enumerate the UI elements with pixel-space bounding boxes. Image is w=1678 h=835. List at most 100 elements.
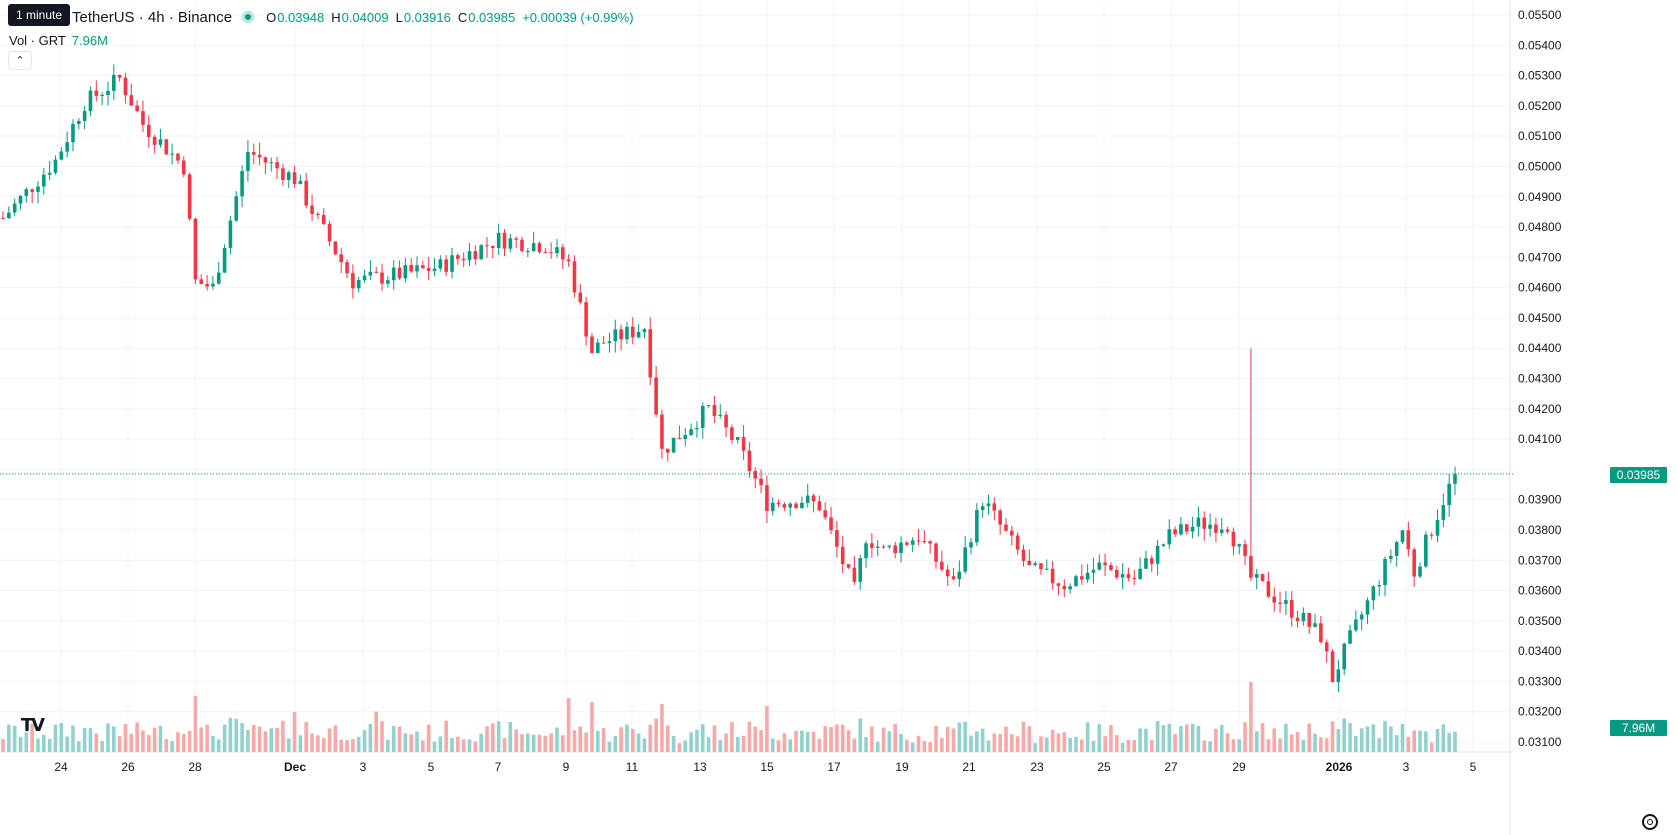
candle-body: [823, 510, 828, 518]
candle-body: [310, 205, 314, 214]
candle-body: [910, 540, 915, 545]
x-tick-label: 17: [827, 760, 841, 774]
volume-bar: [1079, 739, 1084, 752]
volume-bar: [619, 727, 623, 752]
candle-body: [362, 275, 367, 280]
candle-body: [1359, 614, 1364, 620]
volume-bar: [654, 718, 658, 752]
y-tick-label: 0.04800: [1518, 220, 1562, 234]
volume-bar: [543, 735, 548, 752]
candle-body: [549, 252, 553, 254]
volume-bar: [1313, 733, 1317, 752]
volume-bar: [1348, 722, 1352, 752]
volume-bar: [1074, 736, 1078, 752]
volume-bar: [321, 738, 326, 752]
volume-bar: [945, 726, 950, 752]
volume-bar: [415, 731, 419, 752]
volume-bar: [607, 741, 612, 752]
candle-body: [1208, 524, 1212, 529]
volume-bar: [176, 732, 180, 752]
candle-body: [811, 495, 816, 502]
volume-bar: [1289, 734, 1294, 752]
candle-body: [1225, 529, 1230, 532]
volume-bar: [391, 726, 396, 752]
candle-body: [1015, 535, 1020, 550]
volume-bar: [840, 724, 845, 752]
volume-bar: [823, 726, 828, 752]
market-status-icon[interactable]: [242, 11, 255, 23]
candle-body: [1120, 574, 1125, 578]
candle-body: [561, 247, 565, 260]
candle-body: [123, 77, 128, 96]
volume-bar: [1342, 718, 1347, 752]
volume-bar: [298, 735, 303, 752]
candle-body: [1219, 529, 1224, 533]
volume-bar: [1237, 739, 1242, 752]
candle-body: [1045, 568, 1049, 570]
candle-body: [1167, 529, 1172, 545]
candle-body: [426, 268, 431, 272]
volume-bar: [1354, 735, 1358, 752]
candle-body: [77, 120, 81, 124]
candle-body: [380, 272, 384, 284]
x-tick-label: 26: [121, 760, 135, 774]
candle-body: [409, 264, 413, 272]
volume-bar: [776, 740, 781, 752]
volume-bar: [1120, 742, 1125, 752]
volume-bar: [1045, 737, 1049, 752]
candle-body: [18, 195, 23, 204]
volume-bar: [496, 721, 501, 752]
volume-bar: [846, 730, 851, 752]
candle-body: [444, 259, 448, 272]
candle-body: [1004, 524, 1008, 531]
candle-body: [875, 546, 880, 548]
candle-body: [1010, 530, 1014, 536]
candle-body: [71, 123, 75, 143]
volume-bar: [485, 726, 489, 752]
volume-bar: [817, 738, 822, 752]
settings-gear-icon[interactable]: [1642, 814, 1658, 830]
candle-body: [1447, 483, 1451, 506]
candle-body: [630, 326, 635, 338]
volume-bar: [1190, 723, 1195, 752]
tradingview-logo-icon[interactable]: TV: [20, 714, 45, 736]
volume-bar: [1179, 725, 1183, 752]
y-tick-label: 0.04500: [1518, 311, 1562, 325]
candle-body: [450, 255, 454, 272]
volume-bar: [1231, 739, 1236, 752]
volume-bar: [625, 724, 629, 752]
x-tick-label: 5: [1470, 760, 1477, 774]
volume-bar: [30, 723, 34, 752]
volume-bar: [1161, 725, 1166, 752]
candle-body: [1284, 600, 1288, 604]
volume-bar: [94, 733, 99, 752]
candle-body: [1184, 524, 1189, 532]
candle-body: [12, 203, 17, 213]
volume-legend[interactable]: Vol · GRT 7.96M: [9, 33, 108, 48]
candle-body: [222, 247, 227, 273]
candle-body: [473, 251, 478, 260]
candle-body: [572, 261, 577, 293]
volume-label: Vol · GRT: [9, 33, 66, 48]
volume-bar: [829, 727, 833, 752]
collapse-legend-button[interactable]: ⌃: [8, 51, 32, 70]
y-tick-label: 0.03100: [1518, 735, 1562, 749]
volume-bar: [800, 730, 804, 752]
symbol-title[interactable]: TetherUS · 4h · Binance: [72, 8, 233, 26]
x-tick-label: 2026: [1326, 760, 1353, 774]
volume-bar: [980, 728, 985, 752]
candle-body: [351, 273, 355, 289]
y-tick-label: 0.03400: [1518, 644, 1562, 658]
volume-bar: [205, 724, 209, 752]
candle-body: [106, 90, 110, 96]
volume-bar: [1278, 738, 1282, 752]
ohlc-open-value: 0.03948: [277, 9, 325, 25]
ohlc-close-value: 0.03985: [468, 9, 516, 25]
volume-bar: [765, 706, 769, 752]
volume-bar: [42, 734, 46, 752]
candle-body: [158, 139, 163, 145]
volume-bar: [1435, 729, 1440, 752]
volume-bar: [1400, 723, 1405, 752]
volume-bar: [590, 702, 594, 752]
